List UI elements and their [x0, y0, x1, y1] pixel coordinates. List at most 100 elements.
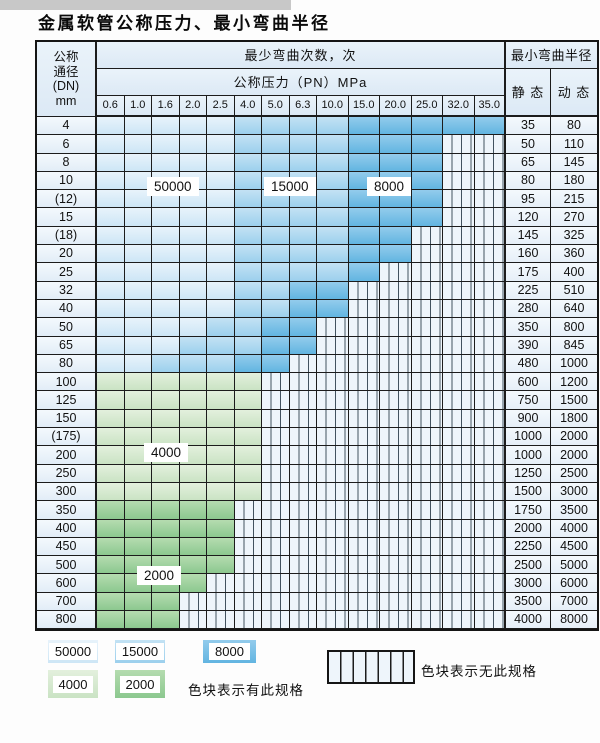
no-spec-cell — [262, 409, 290, 429]
spec-cell-50000 — [152, 299, 180, 319]
no-spec-cell — [443, 153, 475, 172]
dn-value: (12) — [37, 190, 97, 209]
no-spec-cell — [474, 464, 506, 483]
spec-cell-15000 — [289, 263, 317, 282]
spec-cell-8000 — [348, 208, 380, 227]
no-spec-cell — [443, 446, 475, 465]
spec-cell-50000 — [97, 299, 125, 319]
no-spec-cell — [317, 446, 349, 465]
static-radius-value: 350 — [506, 318, 551, 337]
spec-cell-4000 — [179, 409, 207, 429]
pressure-tick: 25.0 — [411, 96, 443, 117]
no-spec-cell — [443, 336, 475, 355]
spec-cell-50000 — [152, 117, 180, 136]
spec-cell-15000 — [289, 226, 317, 246]
no-spec-cell — [411, 263, 443, 282]
dynamic-radius-value: 215 — [551, 190, 597, 209]
no-spec-cell — [348, 428, 380, 447]
static-radius-value: 4000 — [506, 611, 551, 630]
no-spec-cell — [411, 556, 443, 575]
spec-cell-8000 — [289, 318, 317, 337]
no-spec-cell — [348, 391, 380, 410]
dn-value: 80 — [37, 354, 97, 374]
spec-cell-50000 — [124, 281, 152, 300]
spec-cell-4000 — [179, 373, 207, 392]
no-spec-cell — [474, 391, 506, 410]
no-spec-cell — [380, 299, 412, 319]
spec-cell-50000 — [207, 299, 235, 319]
pressure-tick: 35.0 — [474, 96, 506, 117]
static-radius-value: 2500 — [506, 556, 551, 575]
spec-cell-50000 — [97, 208, 125, 227]
spec-cell-50000 — [97, 135, 125, 154]
spec-cell-50000 — [152, 245, 180, 264]
no-spec-cell — [411, 318, 443, 337]
static-radius-value: 1500 — [506, 482, 551, 502]
dn-value: 32 — [37, 281, 97, 300]
spec-cell-15000 — [207, 336, 235, 355]
no-spec-cell — [380, 336, 412, 355]
no-spec-cell — [443, 135, 475, 154]
dynamic-radius-value: 1500 — [551, 391, 597, 410]
static-radius-value: 3000 — [506, 574, 551, 593]
no-spec-cell — [317, 354, 349, 374]
spec-cell-4000 — [207, 482, 235, 502]
spec-cell-8000 — [411, 208, 443, 227]
spec-cell-2000 — [97, 501, 125, 520]
spec-cell-50000 — [179, 318, 207, 337]
spec-cell-8000 — [348, 263, 380, 282]
spec-cell-4000 — [124, 482, 152, 502]
spec-cell-50000 — [124, 354, 152, 374]
no-spec-cell — [474, 153, 506, 172]
pressure-tick: 5.0 — [262, 96, 290, 117]
dn-value: 125 — [37, 391, 97, 410]
dn-value: 500 — [37, 556, 97, 575]
dynamic-radius-value: 4000 — [551, 519, 597, 538]
dn-value: 100 — [37, 373, 97, 392]
dn-value: 50 — [37, 318, 97, 337]
spec-cell-50000 — [97, 171, 125, 191]
spec-cell-4000 — [179, 391, 207, 410]
no-spec-cell — [411, 574, 443, 593]
no-spec-cell — [474, 537, 506, 557]
static-radius-value: 900 — [506, 409, 551, 429]
spec-cell-2000 — [207, 556, 235, 575]
spec-cell-8000 — [234, 354, 262, 374]
no-spec-cell — [474, 354, 506, 374]
dynamic-radius-value: 270 — [551, 208, 597, 227]
legend-value: 4000 — [52, 675, 94, 693]
spec-cell-2000 — [97, 611, 125, 630]
spec-cell-50000 — [179, 208, 207, 227]
spec-cell-50000 — [97, 281, 125, 300]
no-spec-cell — [411, 354, 443, 374]
spec-cell-8000 — [411, 135, 443, 154]
no-spec-cell — [411, 482, 443, 502]
spec-cell-4000 — [207, 373, 235, 392]
no-spec-cell — [289, 501, 317, 520]
pressure-tick: 10.0 — [317, 96, 349, 117]
spec-cell-15000 — [317, 190, 349, 209]
no-spec-cell — [380, 428, 412, 447]
dynamic-radius-value: 180 — [551, 171, 597, 191]
spec-cell-15000 — [262, 281, 290, 300]
pressure-tick: 6.3 — [289, 96, 317, 117]
no-spec-cell — [411, 501, 443, 520]
no-spec-cell — [474, 373, 506, 392]
spec-cell-8000 — [380, 135, 412, 154]
legend-no-spec-text: 色块表示无此规格 — [421, 664, 537, 679]
no-spec-cell — [317, 482, 349, 502]
spec-cell-8000 — [443, 117, 475, 136]
no-spec-cell — [289, 391, 317, 410]
no-spec-cell — [443, 482, 475, 502]
spec-cell-8000 — [289, 299, 317, 319]
dynamic-radius-value: 360 — [551, 245, 597, 264]
spec-cell-2000 — [179, 574, 207, 593]
no-spec-cell — [474, 611, 506, 630]
no-spec-cell — [348, 574, 380, 593]
spec-cell-50000 — [207, 245, 235, 264]
no-spec-cell — [234, 519, 262, 538]
spec-cell-50000 — [207, 117, 235, 136]
spec-cell-2000 — [97, 537, 125, 557]
no-spec-cell — [474, 428, 506, 447]
